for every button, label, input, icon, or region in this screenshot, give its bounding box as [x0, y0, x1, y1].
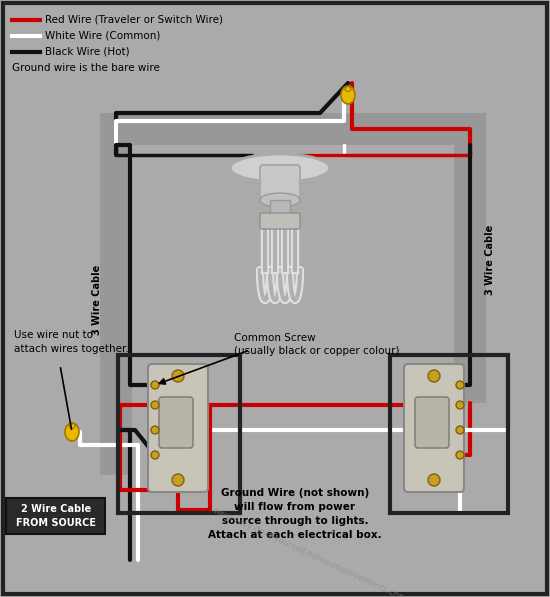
FancyBboxPatch shape: [100, 113, 455, 145]
Circle shape: [151, 401, 159, 409]
FancyBboxPatch shape: [415, 397, 449, 448]
Ellipse shape: [65, 423, 79, 441]
Text: 2 Wire Cable
FROM SOURCE: 2 Wire Cable FROM SOURCE: [16, 504, 96, 528]
Circle shape: [428, 474, 440, 486]
Circle shape: [151, 451, 159, 459]
FancyBboxPatch shape: [260, 213, 300, 229]
Ellipse shape: [260, 193, 300, 207]
Circle shape: [456, 451, 464, 459]
Circle shape: [456, 401, 464, 409]
Ellipse shape: [69, 423, 75, 429]
FancyBboxPatch shape: [159, 397, 193, 448]
Circle shape: [456, 426, 464, 434]
Circle shape: [172, 474, 184, 486]
Text: Black Wire (Hot): Black Wire (Hot): [45, 47, 130, 57]
Text: Use wire nut to
attach wires together.: Use wire nut to attach wires together.: [14, 330, 129, 354]
Text: Ground Wire (not shown)
will flow from power
source through to lights.
Attach at: Ground Wire (not shown) will flow from p…: [208, 488, 382, 540]
Text: Ground wire is the bare wire: Ground wire is the bare wire: [12, 63, 160, 73]
FancyBboxPatch shape: [404, 364, 464, 492]
Circle shape: [151, 381, 159, 389]
Ellipse shape: [345, 87, 351, 91]
Text: www.easy-do-it-yourself-home-improvements.com: www.easy-do-it-yourself-home-improvement…: [212, 506, 408, 597]
FancyBboxPatch shape: [270, 200, 290, 218]
Text: 3 Wire Cable: 3 Wire Cable: [485, 225, 495, 295]
Text: Common Screw
(usually black or copper colour): Common Screw (usually black or copper co…: [234, 333, 399, 356]
Circle shape: [456, 381, 464, 389]
Text: 3 Wire Cable: 3 Wire Cable: [92, 265, 102, 335]
FancyBboxPatch shape: [6, 498, 105, 534]
FancyBboxPatch shape: [148, 364, 208, 492]
Text: Red Wire (Traveler or Switch Wire): Red Wire (Traveler or Switch Wire): [45, 15, 223, 25]
Ellipse shape: [230, 154, 330, 182]
Text: White Wire (Common): White Wire (Common): [45, 31, 161, 41]
Circle shape: [172, 370, 184, 382]
Circle shape: [428, 370, 440, 382]
Ellipse shape: [341, 86, 355, 104]
FancyBboxPatch shape: [100, 145, 132, 475]
Circle shape: [151, 426, 159, 434]
FancyBboxPatch shape: [454, 113, 486, 403]
FancyBboxPatch shape: [260, 165, 300, 201]
